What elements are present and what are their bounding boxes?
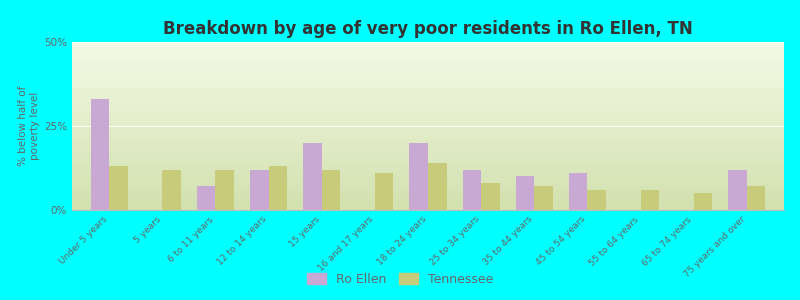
Bar [462, 170, 481, 210]
Bar [747, 187, 766, 210]
Bar [162, 170, 181, 210]
Y-axis label: % below half of
poverty level: % below half of poverty level [18, 86, 40, 166]
Bar [322, 170, 340, 210]
Bar [197, 187, 215, 210]
Legend: Ro Ellen, Tennessee: Ro Ellen, Tennessee [302, 268, 498, 291]
Bar [534, 187, 553, 210]
Bar [428, 163, 446, 210]
Bar [694, 193, 712, 210]
Bar [587, 190, 606, 210]
Title: Breakdown by age of very poor residents in Ro Ellen, TN: Breakdown by age of very poor residents … [163, 20, 693, 38]
Bar [728, 170, 747, 210]
Bar [303, 143, 322, 210]
Bar [215, 170, 234, 210]
Bar [516, 176, 534, 210]
Bar [109, 166, 128, 210]
Bar [269, 166, 287, 210]
Bar [375, 173, 394, 210]
Bar [410, 143, 428, 210]
Bar [90, 99, 109, 210]
Bar [641, 190, 659, 210]
Bar [481, 183, 500, 210]
Bar [250, 170, 269, 210]
Bar [569, 173, 587, 210]
